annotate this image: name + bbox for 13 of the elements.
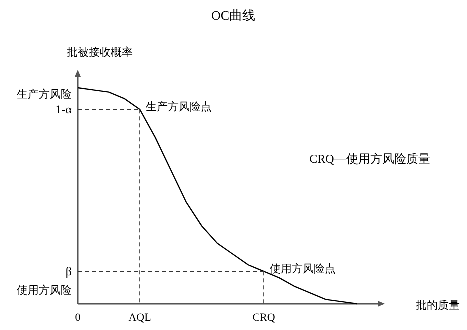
annotation: 使用方风险 — [17, 285, 72, 297]
xlabel: 批的质量 — [416, 300, 460, 312]
x-tick: CRQ — [252, 312, 276, 324]
annotation: CRQ—使用方风险质量 — [310, 152, 430, 166]
ref-label: β — [66, 264, 72, 279]
ref-label: 1-α — [56, 102, 72, 117]
title: OC曲线 — [211, 8, 256, 23]
ylabel: 批被接收概率 — [67, 47, 133, 59]
annotation: 生产方风险 — [17, 89, 72, 101]
x-tick: AQL — [128, 312, 152, 324]
annotation: 使用方风险点 — [270, 264, 336, 276]
x-tick: 0 — [75, 312, 81, 324]
annotation: 生产方风险点 — [146, 102, 212, 114]
